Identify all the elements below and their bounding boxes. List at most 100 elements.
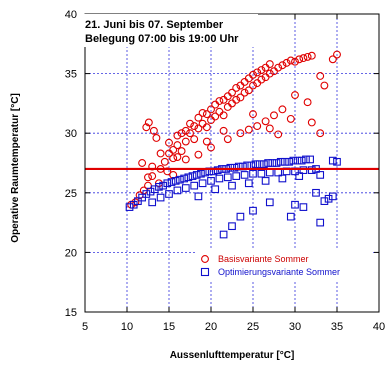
point-basis: [316, 129, 325, 138]
point-optimierung: [306, 155, 314, 164]
point-basis: [198, 108, 207, 117]
x-tick-label: 25: [247, 321, 259, 333]
legend-label-basis: Basisvariante Sommer: [218, 254, 309, 264]
point-basis: [257, 75, 266, 84]
point-optimierung: [159, 181, 167, 190]
point-basis: [253, 68, 262, 77]
point-optimierung: [192, 171, 201, 179]
point-basis: [181, 137, 190, 146]
point-optimierung: [328, 192, 337, 201]
point-optimierung: [251, 160, 260, 169]
point-basis: [249, 70, 257, 79]
point-basis: [211, 100, 220, 109]
point-optimierung: [207, 177, 215, 185]
y-axis-label: Operative Raumtemperatur [°C]: [10, 93, 21, 243]
point-optimierung: [261, 177, 270, 185]
y-tick-label: 15: [65, 307, 77, 319]
point-basis: [149, 126, 158, 135]
point-optimierung: [236, 212, 245, 221]
point-optimierung: [171, 177, 180, 185]
point-basis: [223, 92, 232, 101]
y-tick-label: 25: [65, 188, 77, 200]
point-optimierung: [226, 163, 235, 172]
point-basis: [265, 124, 274, 133]
x-tick-label: 20: [205, 321, 217, 333]
point-optimierung: [215, 174, 224, 183]
point-optimierung: [165, 190, 173, 198]
point-basis: [190, 135, 199, 144]
point-basis: [295, 55, 304, 64]
point-optimierung: [249, 169, 257, 178]
point-optimierung: [268, 159, 277, 167]
point-optimierung: [320, 197, 329, 205]
point-basis: [173, 131, 182, 140]
point-basis: [207, 143, 215, 152]
y-tick-label: 20: [65, 247, 77, 259]
point-optimierung: [155, 182, 163, 191]
point-basis: [152, 134, 161, 142]
point-optimierung: [299, 166, 308, 175]
point-basis: [236, 129, 245, 138]
point-optimierung: [257, 169, 266, 178]
point-optimierung: [180, 174, 188, 183]
point-basis: [249, 81, 257, 90]
point-basis: [240, 77, 249, 86]
point-basis: [219, 126, 228, 135]
point-optimierung: [272, 159, 281, 167]
point-basis: [278, 105, 287, 114]
data-points: [125, 50, 341, 239]
point-optimierung: [156, 193, 165, 202]
point-basis: [144, 118, 153, 127]
point-basis: [131, 198, 140, 207]
point-basis: [261, 117, 270, 126]
point-basis: [307, 118, 316, 127]
annotation-line-1: 21. Juni bis 07. September: [85, 19, 224, 31]
point-optimierung: [276, 157, 285, 166]
point-optimierung: [213, 166, 222, 175]
point-basis: [232, 83, 241, 92]
point-optimierung: [211, 185, 220, 194]
x-axis-label: Aussenlufttemperatur [°C]: [170, 350, 295, 361]
point-basis: [173, 141, 182, 150]
point-optimierung: [223, 173, 232, 182]
point-basis: [181, 126, 190, 135]
point-optimierung: [150, 185, 159, 194]
point-optimierung: [286, 212, 295, 221]
x-tick-label: 10: [121, 321, 133, 333]
point-basis: [186, 129, 194, 138]
point-basis: [291, 91, 299, 100]
point-basis: [215, 97, 224, 105]
point-optimierung: [297, 156, 306, 165]
point-optimierung: [285, 157, 293, 166]
point-basis: [181, 155, 190, 164]
point-basis: [240, 88, 249, 97]
point-optimierung: [228, 222, 236, 231]
point-optimierung: [307, 166, 316, 175]
point-basis: [223, 135, 232, 144]
point-optimierung: [264, 159, 272, 167]
point-optimierung: [333, 157, 341, 166]
point-basis: [228, 88, 236, 97]
point-optimierung: [324, 194, 333, 203]
point-optimierung: [146, 187, 155, 196]
point-basis: [144, 173, 152, 182]
point-basis: [156, 149, 165, 158]
axis-ticks: 5 10 15 20 25 30 35 40 15 20 25 30 35 40: [65, 9, 385, 333]
point-optimierung: [255, 160, 264, 169]
point-basis: [274, 130, 283, 139]
legend-label-optimierung: Optimierungsvariante Sommer: [218, 267, 340, 277]
point-basis: [265, 69, 274, 78]
x-tick-label: 5: [82, 321, 88, 333]
y-tick-label: 35: [65, 69, 77, 81]
point-optimierung: [198, 179, 207, 188]
point-basis: [202, 137, 211, 146]
point-basis: [177, 147, 186, 156]
point-basis: [194, 113, 203, 122]
point-optimierung: [167, 178, 176, 186]
point-basis: [207, 105, 215, 114]
point-basis: [194, 150, 203, 159]
point-optimierung: [312, 188, 320, 197]
point-basis: [282, 58, 291, 67]
point-basis: [223, 103, 232, 111]
